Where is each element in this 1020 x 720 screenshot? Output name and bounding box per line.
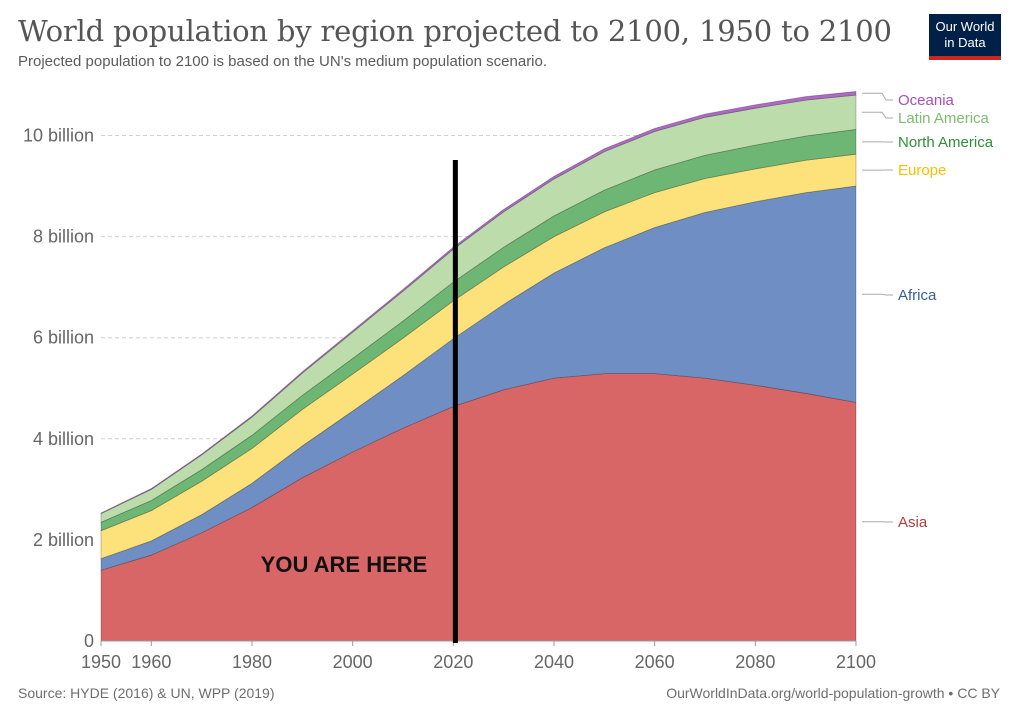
legend: Asia Africa Europe North America Latin Ameri… [862,92,994,531]
legend-label-oceania: Oceania [898,92,955,109]
x-axis: 1950 1960 1980 2000 2020 2040 2060 2080 2100 [81,640,876,672]
legend-label-europe: Europe [898,162,946,179]
legend-leader-latin-america [862,111,893,119]
x-tick-label-2060: 2060 [635,652,675,672]
area-north-america [100,128,857,532]
x-tick-label-2000: 2000 [333,652,373,672]
y-tick-label-2: 2 billion [33,530,94,550]
y-axis: 0 2 billion 4 billion 6 billion 8 billion 10 … [23,126,94,652]
legend-leader-oceania [862,92,893,101]
area-europe [100,153,857,560]
chart-subtitle: Projected population to 2100 is based on… [18,53,548,70]
x-tick-label-2080: 2080 [735,652,775,672]
legend-leader-africa [862,293,893,296]
logo-line-1: Our World [935,19,995,34]
annotation: YOU ARE HERE [261,160,458,643]
you-are-here-label: YOU ARE HERE [261,552,428,577]
legend-label-latin-america: Latin America [898,110,990,127]
legend-label-africa: Africa [898,287,937,304]
x-tick-label-1950: 1950 [81,652,121,672]
x-tick-label-1960: 1960 [131,652,171,672]
logo-line-2: in Data [944,35,986,50]
owid-logo[interactable]: Our World in Data [929,14,1001,60]
chart-title: World population by region projected to … [18,14,892,48]
y-tick-label-0: 0 [84,631,94,651]
x-tick-label-1980: 1980 [232,652,272,672]
legend-label-north-america: North America [898,134,994,151]
stacked-areas [100,90,857,642]
x-tick-label-2020: 2020 [433,652,473,672]
x-tick-label-2100: 2100 [836,652,876,672]
area-oceania [100,90,857,515]
source-note[interactable]: Source: HYDE (2016) & UN, WPP (2019) [18,685,275,701]
y-tick-label-8: 8 billion [33,227,94,247]
x-tick-label-2040: 2040 [534,652,574,672]
credit-link[interactable]: OurWorldInData.org/world-population-grow… [666,685,1000,701]
legend-label-asia: Asia [898,514,928,531]
y-tick-label-4: 4 billion [33,429,94,449]
y-tick-label-6: 6 billion [33,328,94,348]
y-tick-label-10: 10 billion [23,126,94,146]
